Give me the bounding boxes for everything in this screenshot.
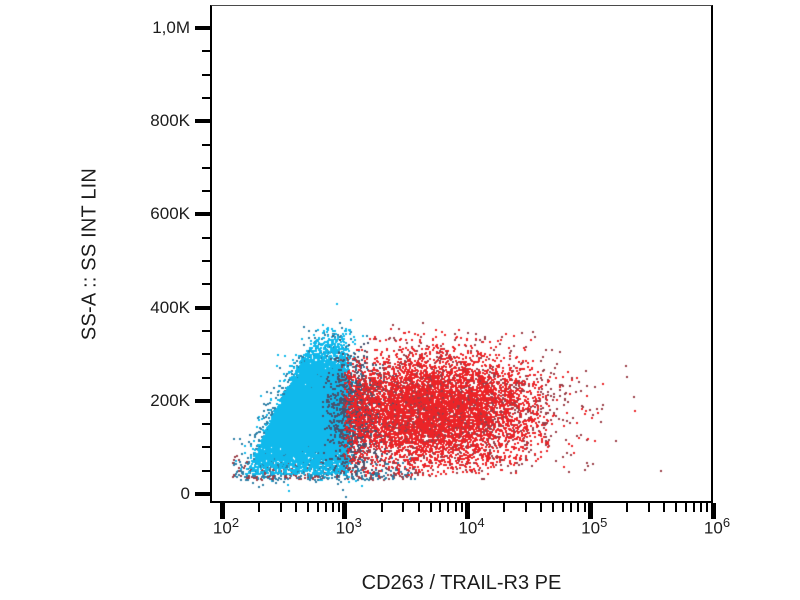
x-minor-tick-mark [663,503,666,512]
y-minor-tick-mark [202,329,210,332]
x-major-tick-mark [587,503,593,519]
x-minor-tick-mark [525,503,528,512]
x-major-tick-mark [342,503,348,519]
y-tick-label: 0 [180,484,190,503]
y-major-tick-mark [195,398,210,403]
x-minor-tick-mark [324,503,327,512]
x-minor-tick-mark [503,503,506,512]
x-minor-tick-mark [294,503,297,512]
x-minor-tick-mark [279,503,282,512]
x-minor-tick-mark [460,503,463,512]
x-minor-tick-mark [675,503,678,512]
x-minor-tick-mark [552,503,555,512]
y-tick-label: 600K [150,204,190,224]
y-minor-tick-mark [202,73,210,76]
y-tick-label: 1,0M [152,18,190,37]
x-tick-label: 102 [212,515,240,538]
y-minor-tick-mark [202,143,210,146]
x-minor-tick-mark [583,503,586,512]
x-minor-tick-mark [570,503,573,512]
x-minor-tick-mark [706,503,709,512]
x-minor-tick-mark [429,503,432,512]
x-minor-tick-mark [331,503,334,512]
x-minor-tick-mark [380,503,383,512]
x-tick-label: 103 [335,515,362,538]
y-minor-tick-mark [202,376,210,379]
y-tick-label: 800K [150,111,190,131]
x-minor-tick-mark [562,503,565,512]
y-minor-tick-mark [202,166,210,169]
x-minor-tick-mark [577,503,580,512]
x-minor-tick-mark [257,503,260,512]
x-minor-tick-mark [338,503,341,512]
y-tick-label: 200K [150,390,190,410]
x-minor-tick-mark [626,503,629,512]
y-minor-tick-mark [202,469,210,472]
x-tick-label: 104 [458,515,485,538]
x-minor-tick-mark [647,503,650,512]
x-minor-tick-mark [402,503,405,512]
x-major-tick-mark [219,503,225,519]
x-minor-tick-mark [684,503,687,512]
x-minor-tick-mark [439,503,442,512]
y-minor-tick-mark [202,260,210,262]
y-minor-tick-mark [202,96,210,99]
x-minor-tick-mark [540,503,543,512]
y-major-tick-mark [195,492,210,496]
x-minor-tick-mark [316,503,319,512]
y-minor-tick-mark [202,353,210,356]
x-minor-tick-mark [417,503,420,512]
x-axis-title: CD263 / TRAIL-R3 PE [361,572,562,594]
x-minor-tick-mark [700,503,703,512]
y-minor-tick-mark [202,50,210,53]
y-minor-tick-mark [202,283,210,286]
y-tick-label: 400K [150,297,190,317]
y-major-tick-mark [195,26,210,30]
y-minor-tick-mark [202,446,210,449]
y-major-tick-mark [195,305,210,310]
y-major-tick-mark [195,212,210,217]
y-major-tick-mark [195,119,210,124]
x-major-tick-mark [465,503,470,519]
x-minor-tick-mark [454,503,457,512]
x-minor-tick-mark [306,503,309,512]
y-minor-tick-mark [202,423,210,426]
x-minor-tick-mark [692,503,695,512]
x-minor-tick-mark [447,503,450,512]
x-tick-label: 106 [703,515,731,538]
x-major-tick-mark [710,503,716,519]
y-minor-tick-mark [202,236,210,239]
y-minor-tick-mark [202,190,210,193]
scatter-canvas [212,7,711,501]
x-tick-label: 105 [581,515,608,538]
